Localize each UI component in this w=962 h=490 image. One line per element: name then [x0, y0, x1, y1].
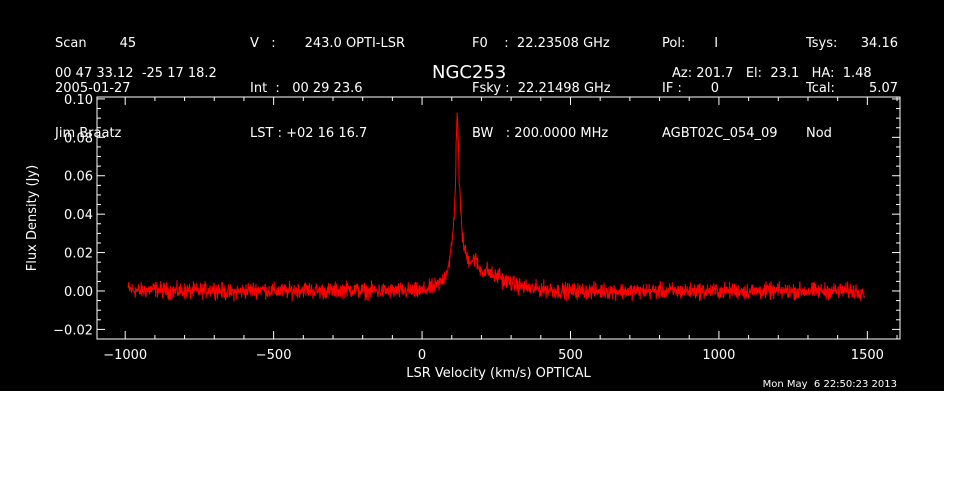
- header-line: V : 243.0 OPTI-LSR: [250, 36, 406, 51]
- y-tick-label: 0.02: [64, 247, 93, 262]
- spectrum-trace: [127, 112, 865, 302]
- az-el-ha: Az: 201.7 El: 23.1 HA: 1.48: [672, 66, 872, 81]
- header-line: BW : 200.0000 MHz: [472, 126, 609, 141]
- chart-title: NGC253: [432, 62, 507, 83]
- header-line: IF : 0: [662, 81, 720, 96]
- header-line: 5.07: [869, 81, 898, 96]
- header-scan-block: Scan 45 2005-01-27 Jim Braatz: [55, 6, 136, 171]
- x-axis-label: LSR Velocity (km/s) OPTICAL: [406, 366, 591, 381]
- header-pol-block: Pol: I IF : 0 AGBT02C_054_09: [662, 6, 778, 171]
- x-tick-label: 1000: [702, 348, 735, 363]
- header-velocity-block: V : 243.0 OPTI-LSR Int : 00 29 23.6 LST …: [250, 6, 405, 171]
- y-tick-label: 0.00: [64, 285, 93, 300]
- plot-frame: [96, 96, 901, 340]
- x-tick-label: −1000: [103, 348, 147, 363]
- x-tick-label: 1500: [851, 348, 884, 363]
- header-line: Nod: [806, 126, 832, 141]
- header-line: 2005-01-27: [55, 81, 131, 96]
- header-line: AGBT02C_054_09: [662, 126, 778, 141]
- x-tick-label: −500: [256, 348, 292, 363]
- header-tsys-labels: Tsys: Tcal: Nod: [806, 6, 837, 171]
- header-line: Pol: I: [662, 36, 719, 51]
- header-frequency-block: F0 : 22.23508 GHz Fsky : 22.21498 GHz BW…: [472, 6, 611, 171]
- y-tick-label: 0.04: [64, 208, 93, 223]
- y-axis-label: Flux Density (Jy): [25, 165, 40, 271]
- x-tick-label: 500: [558, 348, 583, 363]
- source-coordinates: 00 47 33.12 -25 17 18.2: [55, 66, 217, 81]
- header-line: F0 : 22.23508 GHz: [472, 36, 610, 51]
- y-tick-label: 0.10: [64, 93, 93, 108]
- header-line: Jim Braatz: [55, 126, 122, 141]
- y-tick-label: 0.06: [64, 170, 93, 185]
- header-line: Scan 45: [55, 36, 137, 51]
- timestamp: Mon May 6 22:50:23 2013: [762, 379, 897, 390]
- plot-window: Scan 45 2005-01-27 Jim Braatz V : 243.0 …: [0, 0, 944, 391]
- header-line: LST : +02 16 16.7: [250, 126, 368, 141]
- spectrum-chart: −1000 −500 0 500 1000 1500 −0.02 0.00 0.02 0.04 0.…: [25, 93, 901, 381]
- header-line: 34.16: [860, 36, 898, 51]
- y-tick-label: 0.08: [64, 131, 93, 146]
- header-tsys-values: 34.16 5.07: [861, 6, 898, 126]
- header-line: Int : 00 29 23.6: [250, 81, 363, 96]
- header-line: Tsys:: [806, 36, 838, 51]
- y-tick-label: −0.02: [53, 323, 93, 338]
- header-line: Tcal:: [806, 81, 835, 96]
- header-line: Fsky : 22.21498 GHz: [472, 81, 611, 96]
- x-tick-label: 0: [418, 348, 426, 363]
